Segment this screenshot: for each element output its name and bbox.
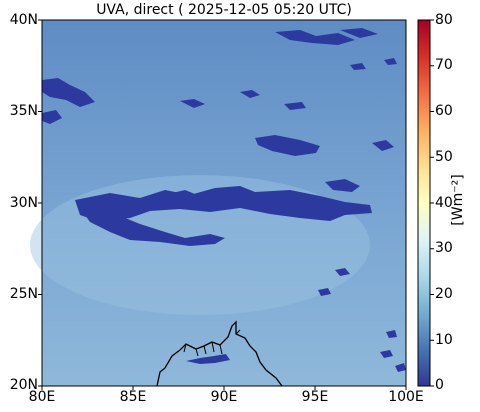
colorbar-tick-label: 80	[435, 12, 453, 28]
colorbar-ticks	[430, 19, 434, 387]
colorbar-tick-label: 70	[435, 57, 453, 73]
colorbar-tick-label: 20	[435, 286, 453, 302]
colorbar-tick-label: 50	[435, 149, 453, 165]
lat-tick-label: 35N	[9, 103, 38, 119]
lon-tick-label: 100E	[388, 389, 424, 405]
colorbar-tick-label: 40	[435, 195, 453, 211]
colorbar-tick-label: 10	[435, 332, 453, 348]
lon-tick-label: 90E	[210, 389, 238, 405]
colorbar	[417, 19, 431, 387]
coastline-inlets	[183, 329, 241, 357]
colorbar-tick-label: 60	[435, 103, 453, 119]
colorbar-tick-label: 30	[435, 240, 453, 256]
colorbar-unit-label: [Wm⁻²]	[450, 174, 466, 226]
lat-tick-label: 40N	[9, 12, 38, 28]
lat-tick-label: 20N	[9, 377, 38, 393]
colorbar-tick-label: 0	[435, 377, 444, 393]
lon-tick-label: 95E	[301, 389, 329, 405]
lat-tick-label: 30N	[9, 195, 38, 211]
map-title: UVA, direct ( 2025-12-05 05:20 UTC)	[96, 2, 352, 18]
lon-tick-label: 80E	[28, 389, 56, 405]
cloud-patches	[42, 28, 406, 372]
coastline	[156, 320, 283, 387]
lat-tick-label: 25N	[9, 286, 38, 302]
lon-tick-label: 85E	[119, 389, 147, 405]
axis-ticks	[38, 19, 407, 390]
